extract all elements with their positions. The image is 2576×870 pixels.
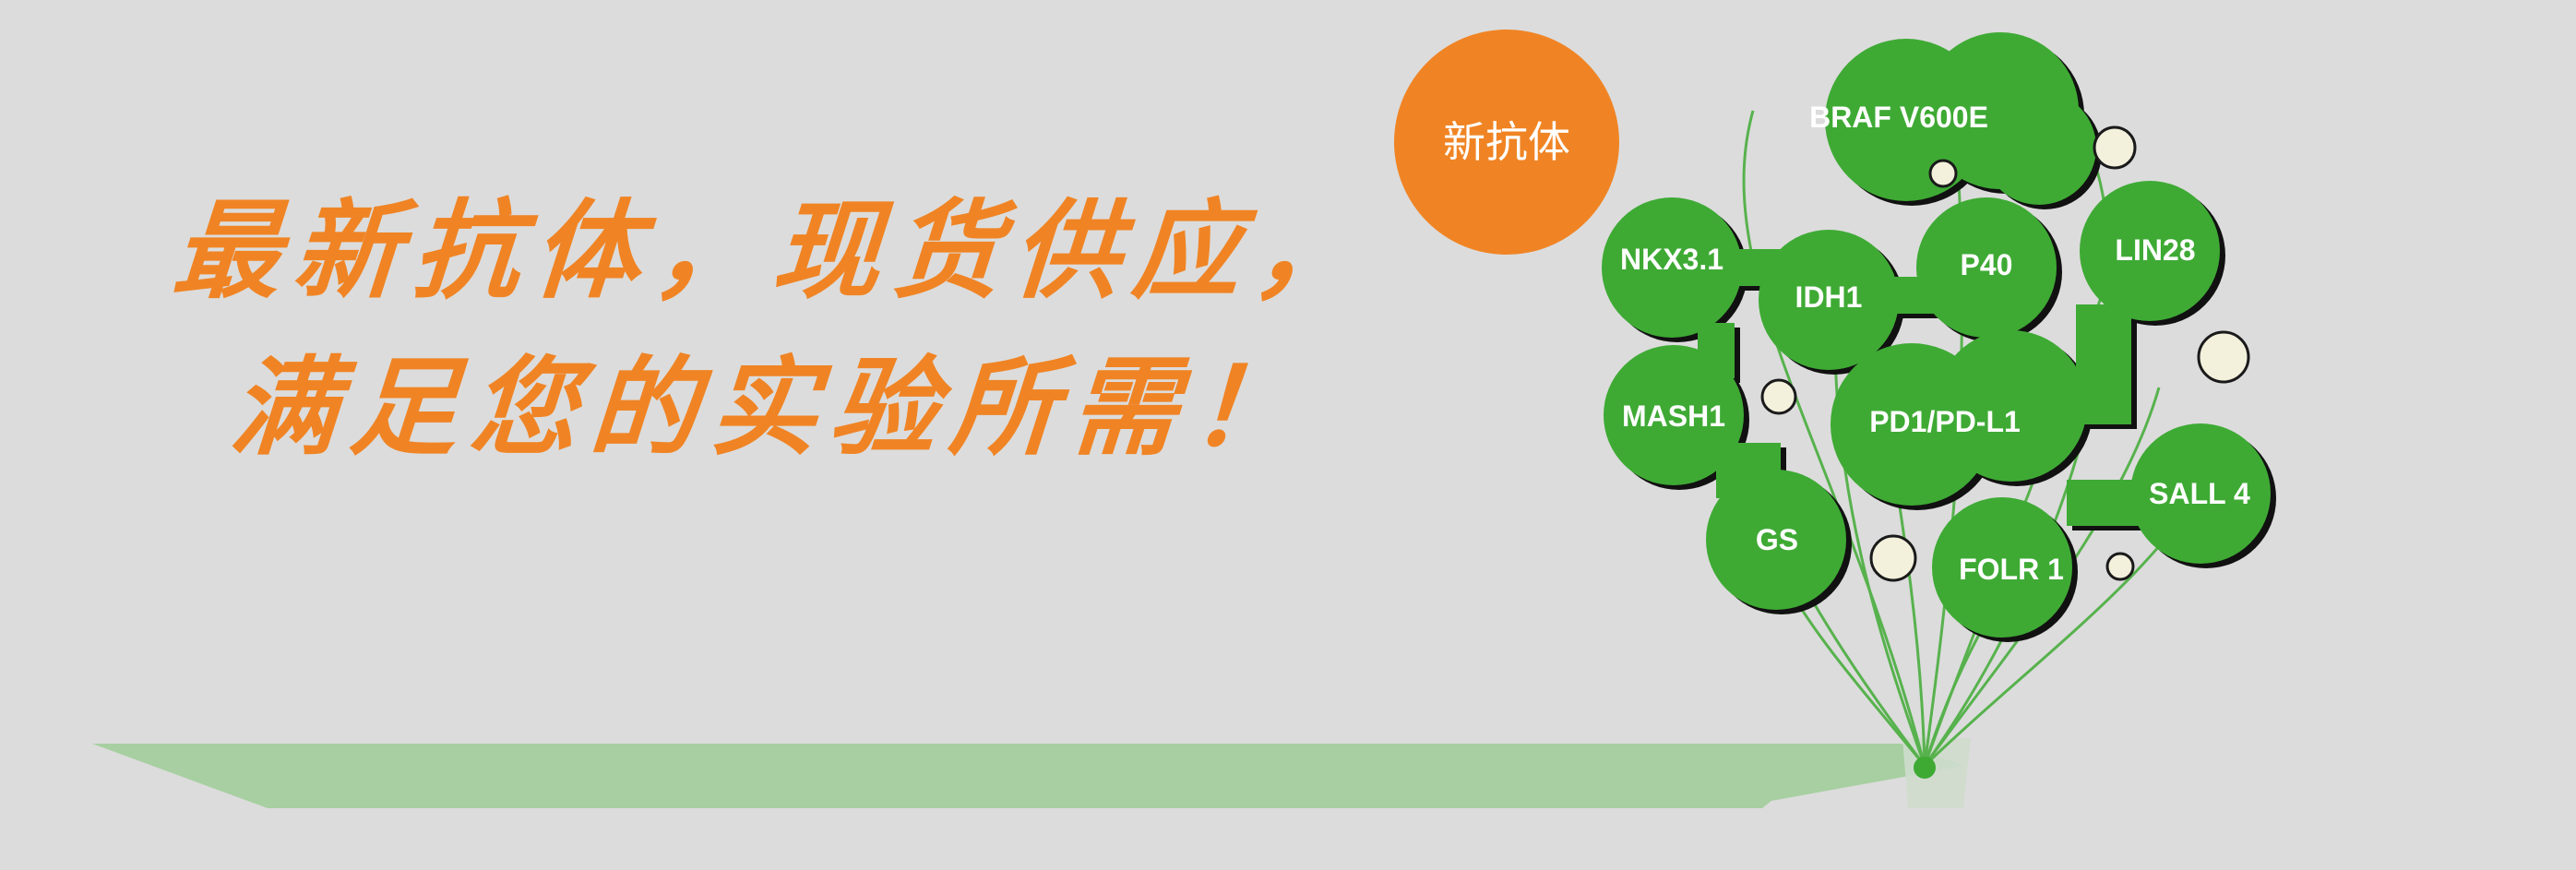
- balloon-cluster: [1602, 32, 2271, 638]
- new-antibody-badge-label: 新抗体: [1443, 117, 1570, 167]
- antibody-label-pd1-pd-l1: PD1/PD-L1: [1869, 405, 2021, 438]
- ground-shadow: [92, 744, 1965, 808]
- antibody-label-folr1: FOLR 1: [1959, 553, 2064, 586]
- antibody-label-idh1: IDH1: [1795, 280, 1863, 314]
- balloon-holder-cup: [1902, 738, 1971, 808]
- antibody-label-braf-v600e: BRAF V600E: [1809, 101, 1988, 134]
- antibody-label-gs: GS: [1756, 523, 1798, 556]
- antibody-label-sall4: SALL 4: [2149, 477, 2250, 510]
- new-antibody-badge: [1394, 30, 1619, 255]
- antibody-label-lin28: LIN28: [2115, 233, 2195, 267]
- pearl-decorations: [1760, 125, 2250, 582]
- antibody-label-p40: P40: [1961, 248, 2013, 281]
- antibody-label-mash1: MASH1: [1622, 399, 1725, 433]
- antibody-label-nkx3-1: NKX3.1: [1620, 243, 1723, 276]
- string-knot: [1914, 757, 1936, 779]
